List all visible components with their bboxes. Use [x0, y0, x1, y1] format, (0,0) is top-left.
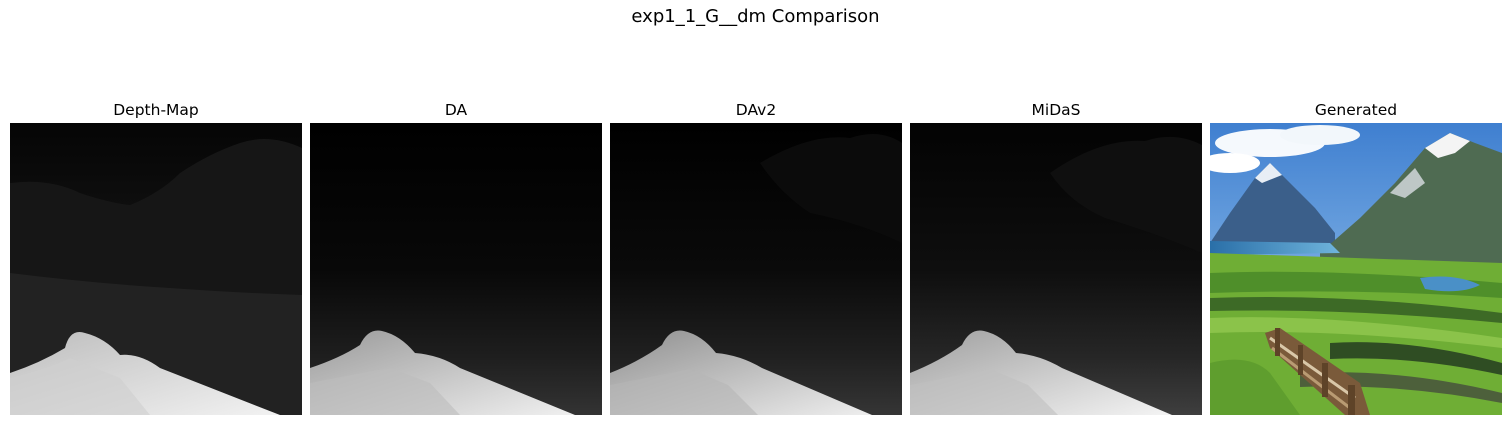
- depth-anything-v2-image: [610, 123, 902, 415]
- midas-image: [910, 123, 1202, 415]
- panel-generated: Generated: [1210, 99, 1502, 415]
- panel-title-generated: Generated: [1314, 101, 1398, 119]
- generated-mountain-valley-photo: [1210, 123, 1502, 415]
- panel-depth-map: Depth-Map: [10, 99, 302, 415]
- depth-anything-image: [310, 123, 602, 415]
- figure-title: exp1_1_G__dm Comparison: [631, 6, 880, 27]
- panel-da: DA: [310, 99, 602, 415]
- depth-map-image: [10, 123, 302, 415]
- panel-dav2: DAv2: [610, 99, 902, 415]
- panel-title-depth-map: Depth-Map: [113, 101, 199, 119]
- panel-midas: MiDaS: [910, 99, 1202, 415]
- panel-title-midas: MiDaS: [1031, 101, 1081, 119]
- panel-title-dav2: DAv2: [735, 101, 777, 119]
- panel-title-da: DA: [444, 101, 468, 119]
